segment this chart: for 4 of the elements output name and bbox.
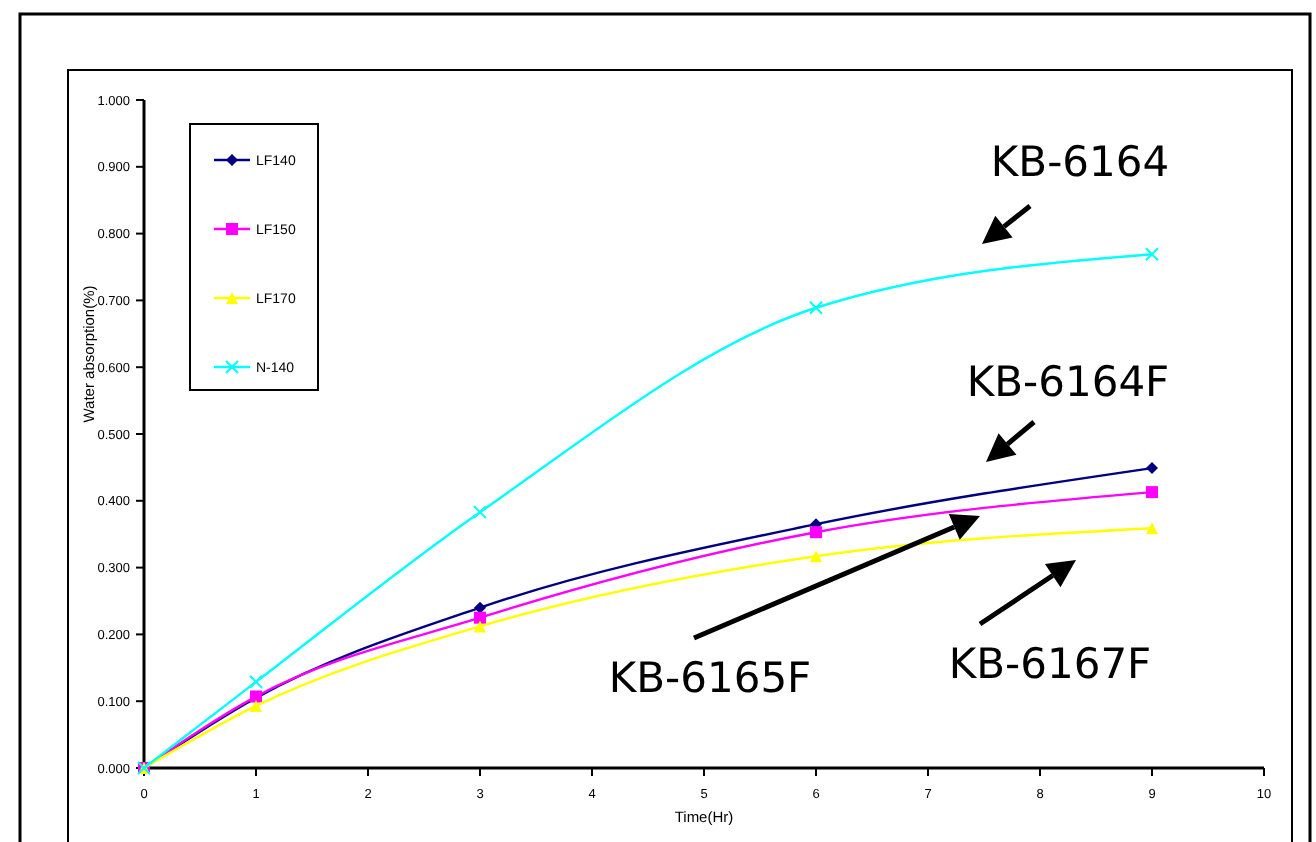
- annotation: KB-6164F: [966, 358, 1170, 406]
- annotation: KB-6165F: [608, 654, 812, 702]
- annotation: KB-6164: [990, 138, 1170, 186]
- annotation: KB-6167F: [948, 640, 1152, 688]
